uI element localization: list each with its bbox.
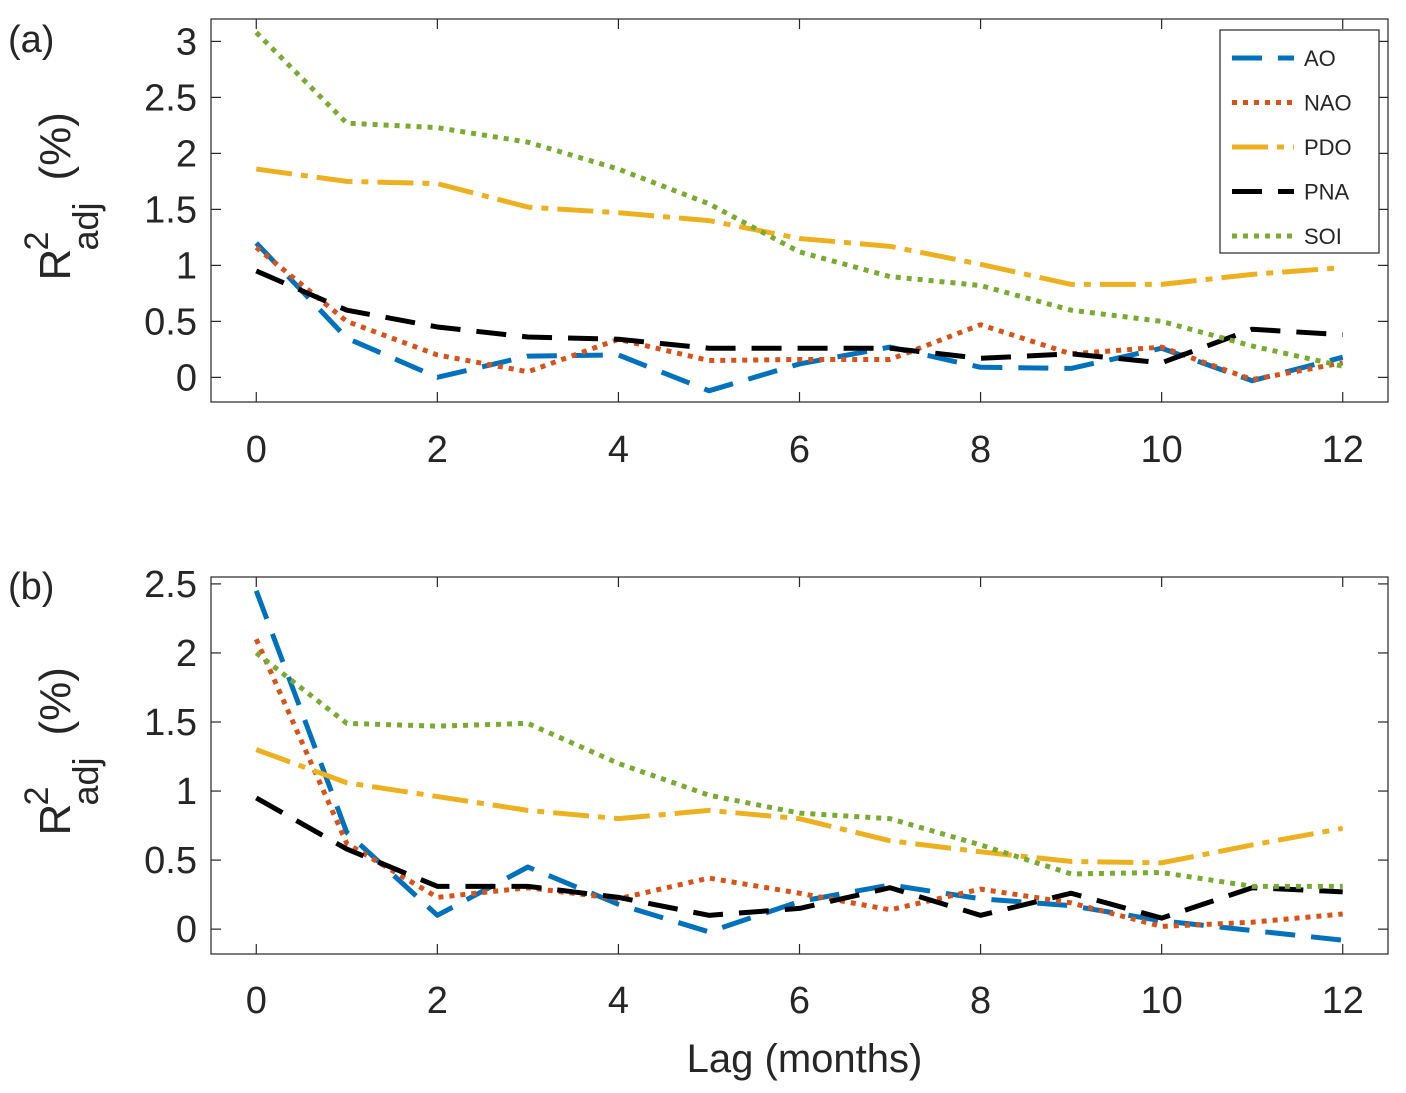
panel-label: (a) <box>8 19 54 61</box>
x-tick-label: 12 <box>1322 980 1364 1022</box>
x-tick-label: 4 <box>608 980 629 1022</box>
x-tick-label: 6 <box>789 429 810 471</box>
series-line-pdo <box>255 166 1343 287</box>
y-axis-label-sup: 2 <box>18 232 56 251</box>
y-tick-label: 1.5 <box>144 189 197 231</box>
x-tick-label: 6 <box>789 980 810 1022</box>
legend-label-soi: SOI <box>1304 224 1342 249</box>
y-tick-label: 2 <box>176 133 197 175</box>
y-tick-label: 3 <box>176 21 197 63</box>
legend-label-nao: NAO <box>1304 91 1352 116</box>
y-tick-label: 1.5 <box>144 702 197 744</box>
series-line-soi <box>254 30 1344 369</box>
y-axis-label-unit: (%) <box>31 112 80 180</box>
x-tick-label: 12 <box>1322 429 1364 471</box>
y-axis-label-sup: 2 <box>18 787 56 806</box>
series-line-pdo <box>255 747 1344 866</box>
series-line-nao <box>254 245 1344 383</box>
legend: AO NAO PDO PNA SOI <box>1219 29 1380 254</box>
x-tick-label: 2 <box>427 429 448 471</box>
y-axis-label-sub: adj <box>65 202 106 250</box>
y-tick-label: 1 <box>176 771 197 813</box>
y-axis-label: R2 adj (%) <box>18 667 106 835</box>
series-line-nao <box>253 638 1343 929</box>
legend-label-ao: AO <box>1304 46 1336 71</box>
y-tick-label: 0 <box>176 909 197 951</box>
x-tick-label: 10 <box>1141 980 1183 1022</box>
y-tick-label: 0 <box>176 357 197 399</box>
series-line-soi <box>254 650 1343 889</box>
legend-label-pdo: PDO <box>1304 135 1352 160</box>
axes-box <box>210 576 1389 955</box>
y-axis-label-main: R <box>31 804 80 836</box>
panel-label: (b) <box>8 566 54 608</box>
series-line-ao <box>253 589 1343 943</box>
y-tick-label: 1 <box>176 245 197 287</box>
y-tick-label: 2 <box>176 633 197 675</box>
y-axis-label-main: R <box>31 249 80 281</box>
x-tick-label: 0 <box>246 429 267 471</box>
y-tick-label: 0.5 <box>144 840 197 882</box>
y-axis-label: R2 adj (%) <box>18 112 106 280</box>
y-axis-label-sub: adj <box>65 757 106 805</box>
series-line-pna <box>255 795 1343 921</box>
y-tick-label: 2.5 <box>144 77 197 119</box>
legend-box <box>1219 29 1380 254</box>
x-tick-label: 0 <box>246 980 267 1022</box>
x-tick-label: 8 <box>970 429 991 471</box>
y-tick-label: 0.5 <box>144 301 197 343</box>
x-tick-label: 8 <box>970 980 991 1022</box>
x-tick-label: 4 <box>608 429 629 471</box>
y-tick-label: 2.5 <box>144 564 197 606</box>
series-group <box>254 30 1344 394</box>
y-axis-label-unit: (%) <box>31 667 80 735</box>
x-tick-label: 2 <box>427 980 448 1022</box>
series-line-pna <box>255 268 1343 366</box>
legend-label-pna: PNA <box>1304 180 1350 205</box>
x-tick-label: 10 <box>1141 429 1183 471</box>
series-group <box>253 589 1344 943</box>
x-axis-label: Lag (months) <box>687 1037 923 1081</box>
series-line-ao <box>254 241 1344 394</box>
